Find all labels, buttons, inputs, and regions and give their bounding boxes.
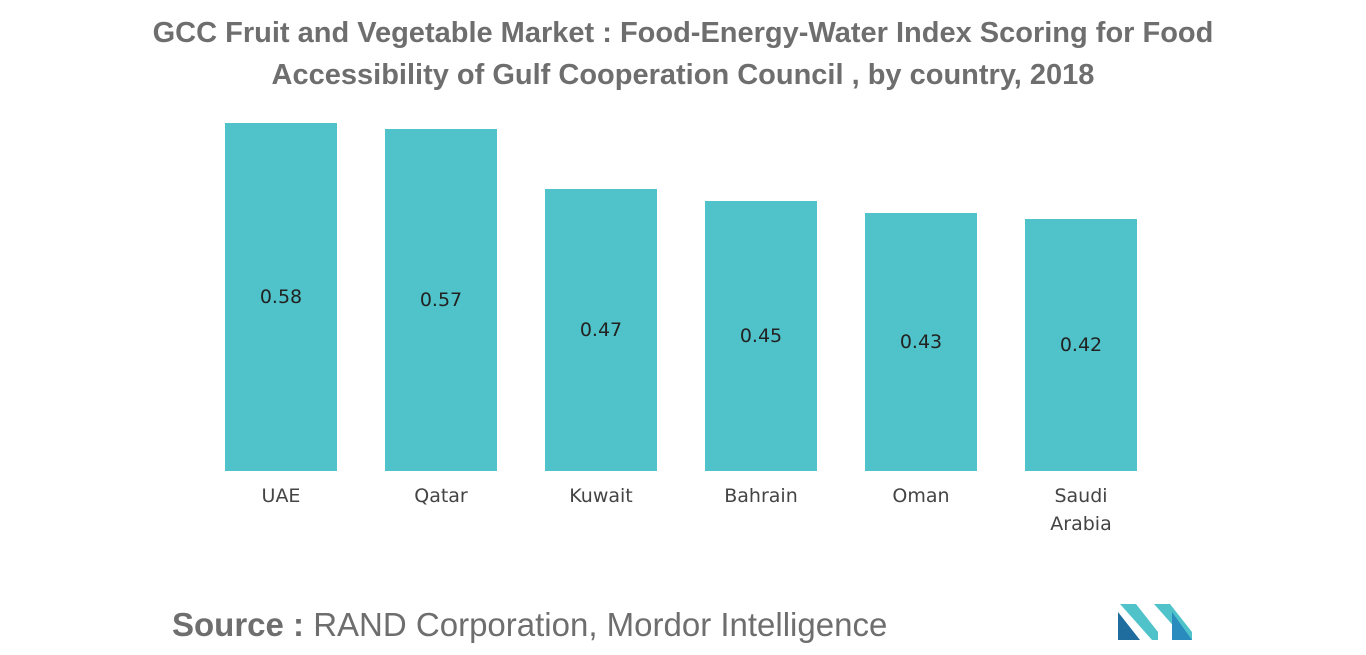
value-label: 0.45 bbox=[740, 325, 782, 347]
x-tick-label: Kuwait bbox=[569, 485, 632, 507]
x-tick-label-line: Qatar bbox=[414, 485, 468, 507]
bar-qatar bbox=[385, 129, 497, 471]
value-label: 0.47 bbox=[580, 319, 622, 341]
x-axis-labels-group: UAE Qatar Kuwait Bahrain Oman Saudi Arabia bbox=[262, 485, 1112, 535]
logo-left-stroke bbox=[1118, 612, 1140, 640]
mordor-intelligence-logo-icon bbox=[1118, 604, 1192, 640]
value-labels-group: 0.58 0.57 0.47 0.45 0.43 0.42 bbox=[260, 286, 1102, 356]
x-tick-label-line: Oman bbox=[892, 485, 949, 507]
source-note: Source : RAND Corporation, Mordor Intell… bbox=[172, 606, 887, 644]
x-tick-label: Saudi Arabia bbox=[1050, 485, 1111, 535]
bar-uae bbox=[225, 123, 337, 471]
x-tick-label-line: Saudi bbox=[1054, 485, 1107, 507]
value-label: 0.43 bbox=[900, 331, 942, 353]
chart-title: GCC Fruit and Vegetable Market : Food-En… bbox=[0, 12, 1366, 96]
x-tick-label-line: Arabia bbox=[1050, 513, 1111, 535]
x-tick-label-line: UAE bbox=[262, 485, 301, 507]
value-label: 0.42 bbox=[1060, 334, 1102, 356]
source-text: RAND Corporation, Mordor Intelligence bbox=[304, 606, 888, 643]
x-tick-label: Bahrain bbox=[724, 485, 798, 507]
bar-oman bbox=[865, 213, 977, 471]
x-tick-label: Qatar bbox=[414, 485, 468, 507]
chart-title-line2: Accessibility of Gulf Cooperation Counci… bbox=[271, 59, 1095, 91]
bars-group bbox=[225, 123, 1137, 471]
bar-bahrain bbox=[705, 201, 817, 471]
logo-left-wedge bbox=[1120, 604, 1158, 640]
logo-right-stroke bbox=[1172, 612, 1192, 640]
bar-saudi-arabia bbox=[1025, 219, 1137, 471]
x-tick-label: Oman bbox=[892, 485, 949, 507]
x-tick-label-line: Bahrain bbox=[724, 485, 798, 507]
value-label: 0.57 bbox=[420, 289, 462, 311]
x-tick-label: UAE bbox=[262, 485, 301, 507]
chart-title-line1: GCC Fruit and Vegetable Market : Food-En… bbox=[152, 17, 1214, 49]
source-label: Source : bbox=[172, 606, 305, 643]
value-label: 0.58 bbox=[260, 286, 302, 308]
bar-kuwait bbox=[545, 189, 657, 471]
x-tick-label-line: Kuwait bbox=[569, 485, 632, 507]
